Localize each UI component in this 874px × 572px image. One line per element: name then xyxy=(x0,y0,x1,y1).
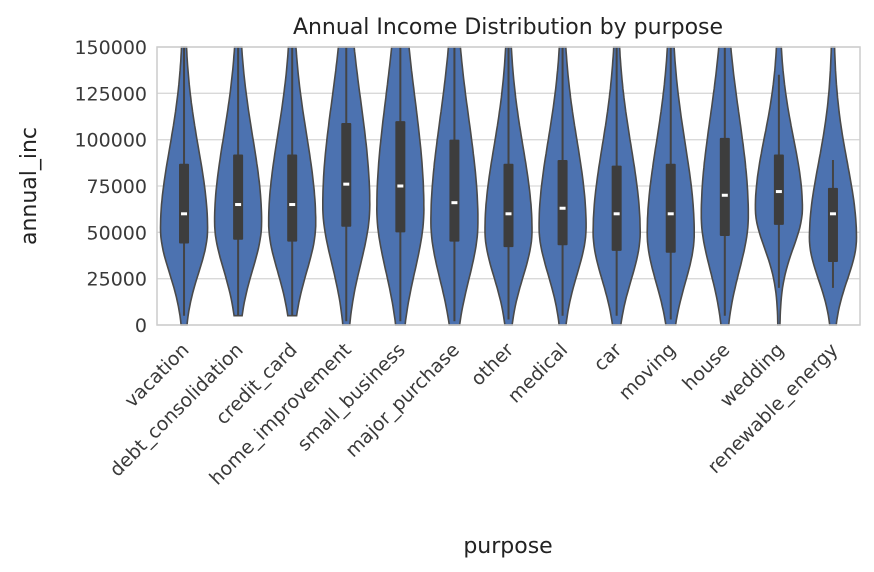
y-axis-ticks: 0 25000 50000 75000 100000 125000 150000 xyxy=(74,37,147,337)
iqr-box-debt_consolidation xyxy=(233,154,244,240)
y-tick-label: 0 xyxy=(135,315,147,337)
x-tick-label-other: other xyxy=(467,339,518,390)
violins-group xyxy=(159,46,858,326)
iqr-box-home_improvement xyxy=(341,122,352,227)
y-tick-label: 100000 xyxy=(74,130,147,152)
y-tick-label: 125000 xyxy=(74,83,147,105)
y-axis-title: annual_inc xyxy=(17,127,42,245)
iqr-box-medical xyxy=(557,160,568,246)
iqr-box-renewable_energy xyxy=(827,187,838,262)
iqr-box-house xyxy=(719,137,730,237)
x-tick-label-moving: moving xyxy=(615,339,681,405)
plot-frame xyxy=(156,46,861,326)
x-axis-ticks: vacationdebt_consolidationcredit_cardhom… xyxy=(105,339,842,490)
chart-title: Annual Income Distribution by purpose xyxy=(293,15,723,40)
y-tick-label: 50000 xyxy=(87,222,147,244)
iqr-box-car xyxy=(611,165,622,251)
y-tick-label: 25000 xyxy=(87,269,147,291)
iqr-box-moving xyxy=(665,163,676,253)
x-tick-label-car: car xyxy=(590,339,627,376)
iqr-box-wedding xyxy=(773,154,784,225)
y-tick-label: 150000 xyxy=(74,37,147,59)
iqr-box-credit_card xyxy=(287,154,298,242)
iqr-box-small_business xyxy=(395,121,406,233)
y-tick-label: 75000 xyxy=(87,176,147,198)
iqr-box-other xyxy=(503,163,514,248)
iqr-box-vacation xyxy=(179,163,190,244)
x-axis-title: purpose xyxy=(463,534,552,559)
x-tick-label-medical: medical xyxy=(504,339,573,408)
iqr-box-major_purchase xyxy=(449,139,460,242)
